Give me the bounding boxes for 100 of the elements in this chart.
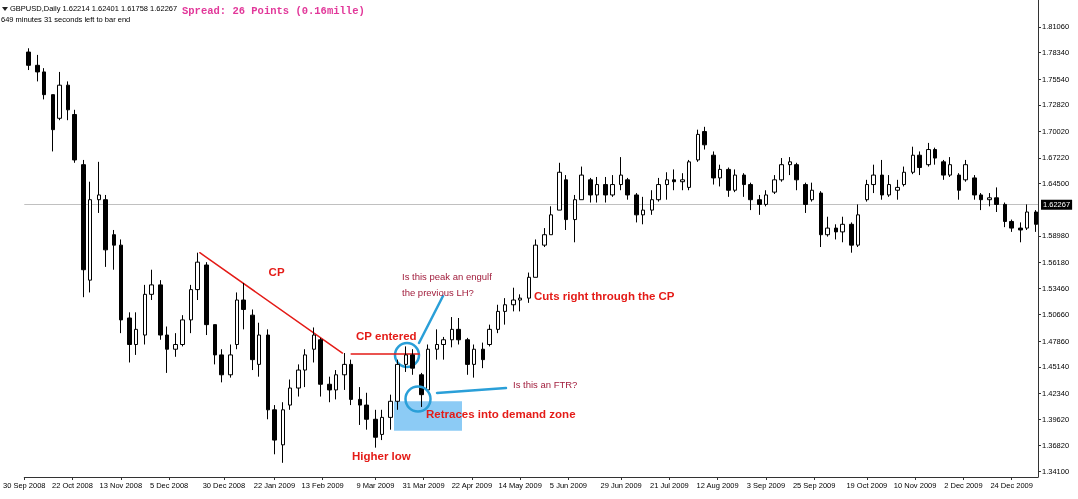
candlestick xyxy=(364,392,369,431)
candlestick xyxy=(972,174,977,201)
candlestick xyxy=(165,326,169,374)
candlestick xyxy=(726,167,731,198)
candlestick xyxy=(650,189,654,216)
candlestick xyxy=(1034,209,1038,233)
annotation: Cuts right through the CP xyxy=(534,290,675,302)
candlestick xyxy=(487,324,492,347)
candlestick xyxy=(35,54,40,82)
candlestick xyxy=(235,291,239,350)
candlestick xyxy=(173,332,178,358)
candlestick xyxy=(103,194,108,268)
candlestick xyxy=(511,287,516,312)
candlestick xyxy=(887,174,891,198)
candlestick xyxy=(595,176,599,204)
candlestick xyxy=(318,337,323,398)
candlestick xyxy=(404,345,408,373)
candlestick xyxy=(219,348,224,383)
candlestick xyxy=(257,322,261,378)
candlestick xyxy=(518,293,522,312)
candlestick xyxy=(334,369,338,400)
candlestick xyxy=(358,386,362,426)
candlestick xyxy=(481,342,485,369)
candlestick xyxy=(143,284,147,345)
annotation: CP xyxy=(268,265,285,278)
candlestick xyxy=(564,174,568,231)
annotation: Spread: 26 Points (0.16mille) xyxy=(182,5,365,17)
candlestick xyxy=(987,192,992,207)
candlestick xyxy=(641,196,645,225)
candlestick xyxy=(979,192,983,211)
candlestick xyxy=(380,409,384,441)
candlestick xyxy=(825,216,830,238)
candlestick xyxy=(272,404,277,455)
candlestick xyxy=(865,179,869,203)
candlestick xyxy=(742,172,746,198)
candlestick xyxy=(149,269,154,301)
candlestick xyxy=(957,172,961,201)
candlestick xyxy=(895,179,900,201)
candlestick xyxy=(856,203,860,248)
annotation: Is this an FTR? xyxy=(513,378,578,390)
candlestick xyxy=(51,94,55,152)
candlestick xyxy=(788,156,792,176)
candlestick xyxy=(573,194,577,243)
candlestick xyxy=(66,80,70,121)
candlestick xyxy=(542,227,547,248)
candlestick xyxy=(718,164,722,187)
candlestick xyxy=(610,174,615,198)
candlestick xyxy=(266,328,270,420)
candlestick xyxy=(342,352,347,391)
annotation: CP entered xyxy=(356,329,417,342)
candlestick xyxy=(72,109,77,164)
candlestick xyxy=(941,159,946,181)
candlestick xyxy=(871,164,876,194)
candlestick xyxy=(840,216,845,243)
candlestick xyxy=(656,177,661,203)
candlestick xyxy=(603,176,608,204)
candlestick xyxy=(733,168,737,193)
candlestick xyxy=(779,157,784,183)
candlestick xyxy=(619,156,623,191)
candlestick xyxy=(680,172,685,191)
candlestick xyxy=(496,304,500,334)
candlestick xyxy=(711,150,716,186)
candlestick xyxy=(456,317,461,345)
candlestick xyxy=(88,181,92,293)
candlestick xyxy=(772,174,777,195)
candlestick xyxy=(1009,219,1014,233)
candlestick xyxy=(696,129,700,163)
candlestick xyxy=(127,311,132,363)
candlestick xyxy=(296,363,301,398)
annotation: Is this peak an engulf the previous LH? xyxy=(402,270,493,298)
candlestick xyxy=(911,146,915,175)
candlestick xyxy=(26,47,31,71)
candlestick xyxy=(625,177,630,201)
candlestick xyxy=(948,156,952,178)
candlestick xyxy=(902,166,906,187)
candlestick xyxy=(134,311,138,356)
candlestick xyxy=(880,159,884,201)
candlestick xyxy=(465,337,470,376)
candlestick xyxy=(57,71,62,121)
candlestick xyxy=(349,359,353,406)
annotation: Higher low xyxy=(351,449,411,462)
candlestick xyxy=(281,401,285,464)
candlestick xyxy=(557,162,562,211)
candlestick xyxy=(994,186,999,213)
candlestick xyxy=(1018,221,1023,243)
candlestick xyxy=(1025,203,1029,231)
candlestick xyxy=(241,282,246,330)
candlestick xyxy=(549,205,553,236)
candlestick xyxy=(450,316,454,348)
candlestick xyxy=(588,177,593,204)
candlestick xyxy=(757,194,762,216)
candlestick xyxy=(803,182,808,214)
candlestick xyxy=(395,359,400,411)
candlestick xyxy=(849,221,854,254)
candlestick xyxy=(503,297,507,326)
candlestick xyxy=(426,344,430,393)
candlestick xyxy=(527,272,531,304)
candlestick xyxy=(748,182,753,211)
candlestick xyxy=(687,159,691,191)
candlestick xyxy=(665,171,669,201)
